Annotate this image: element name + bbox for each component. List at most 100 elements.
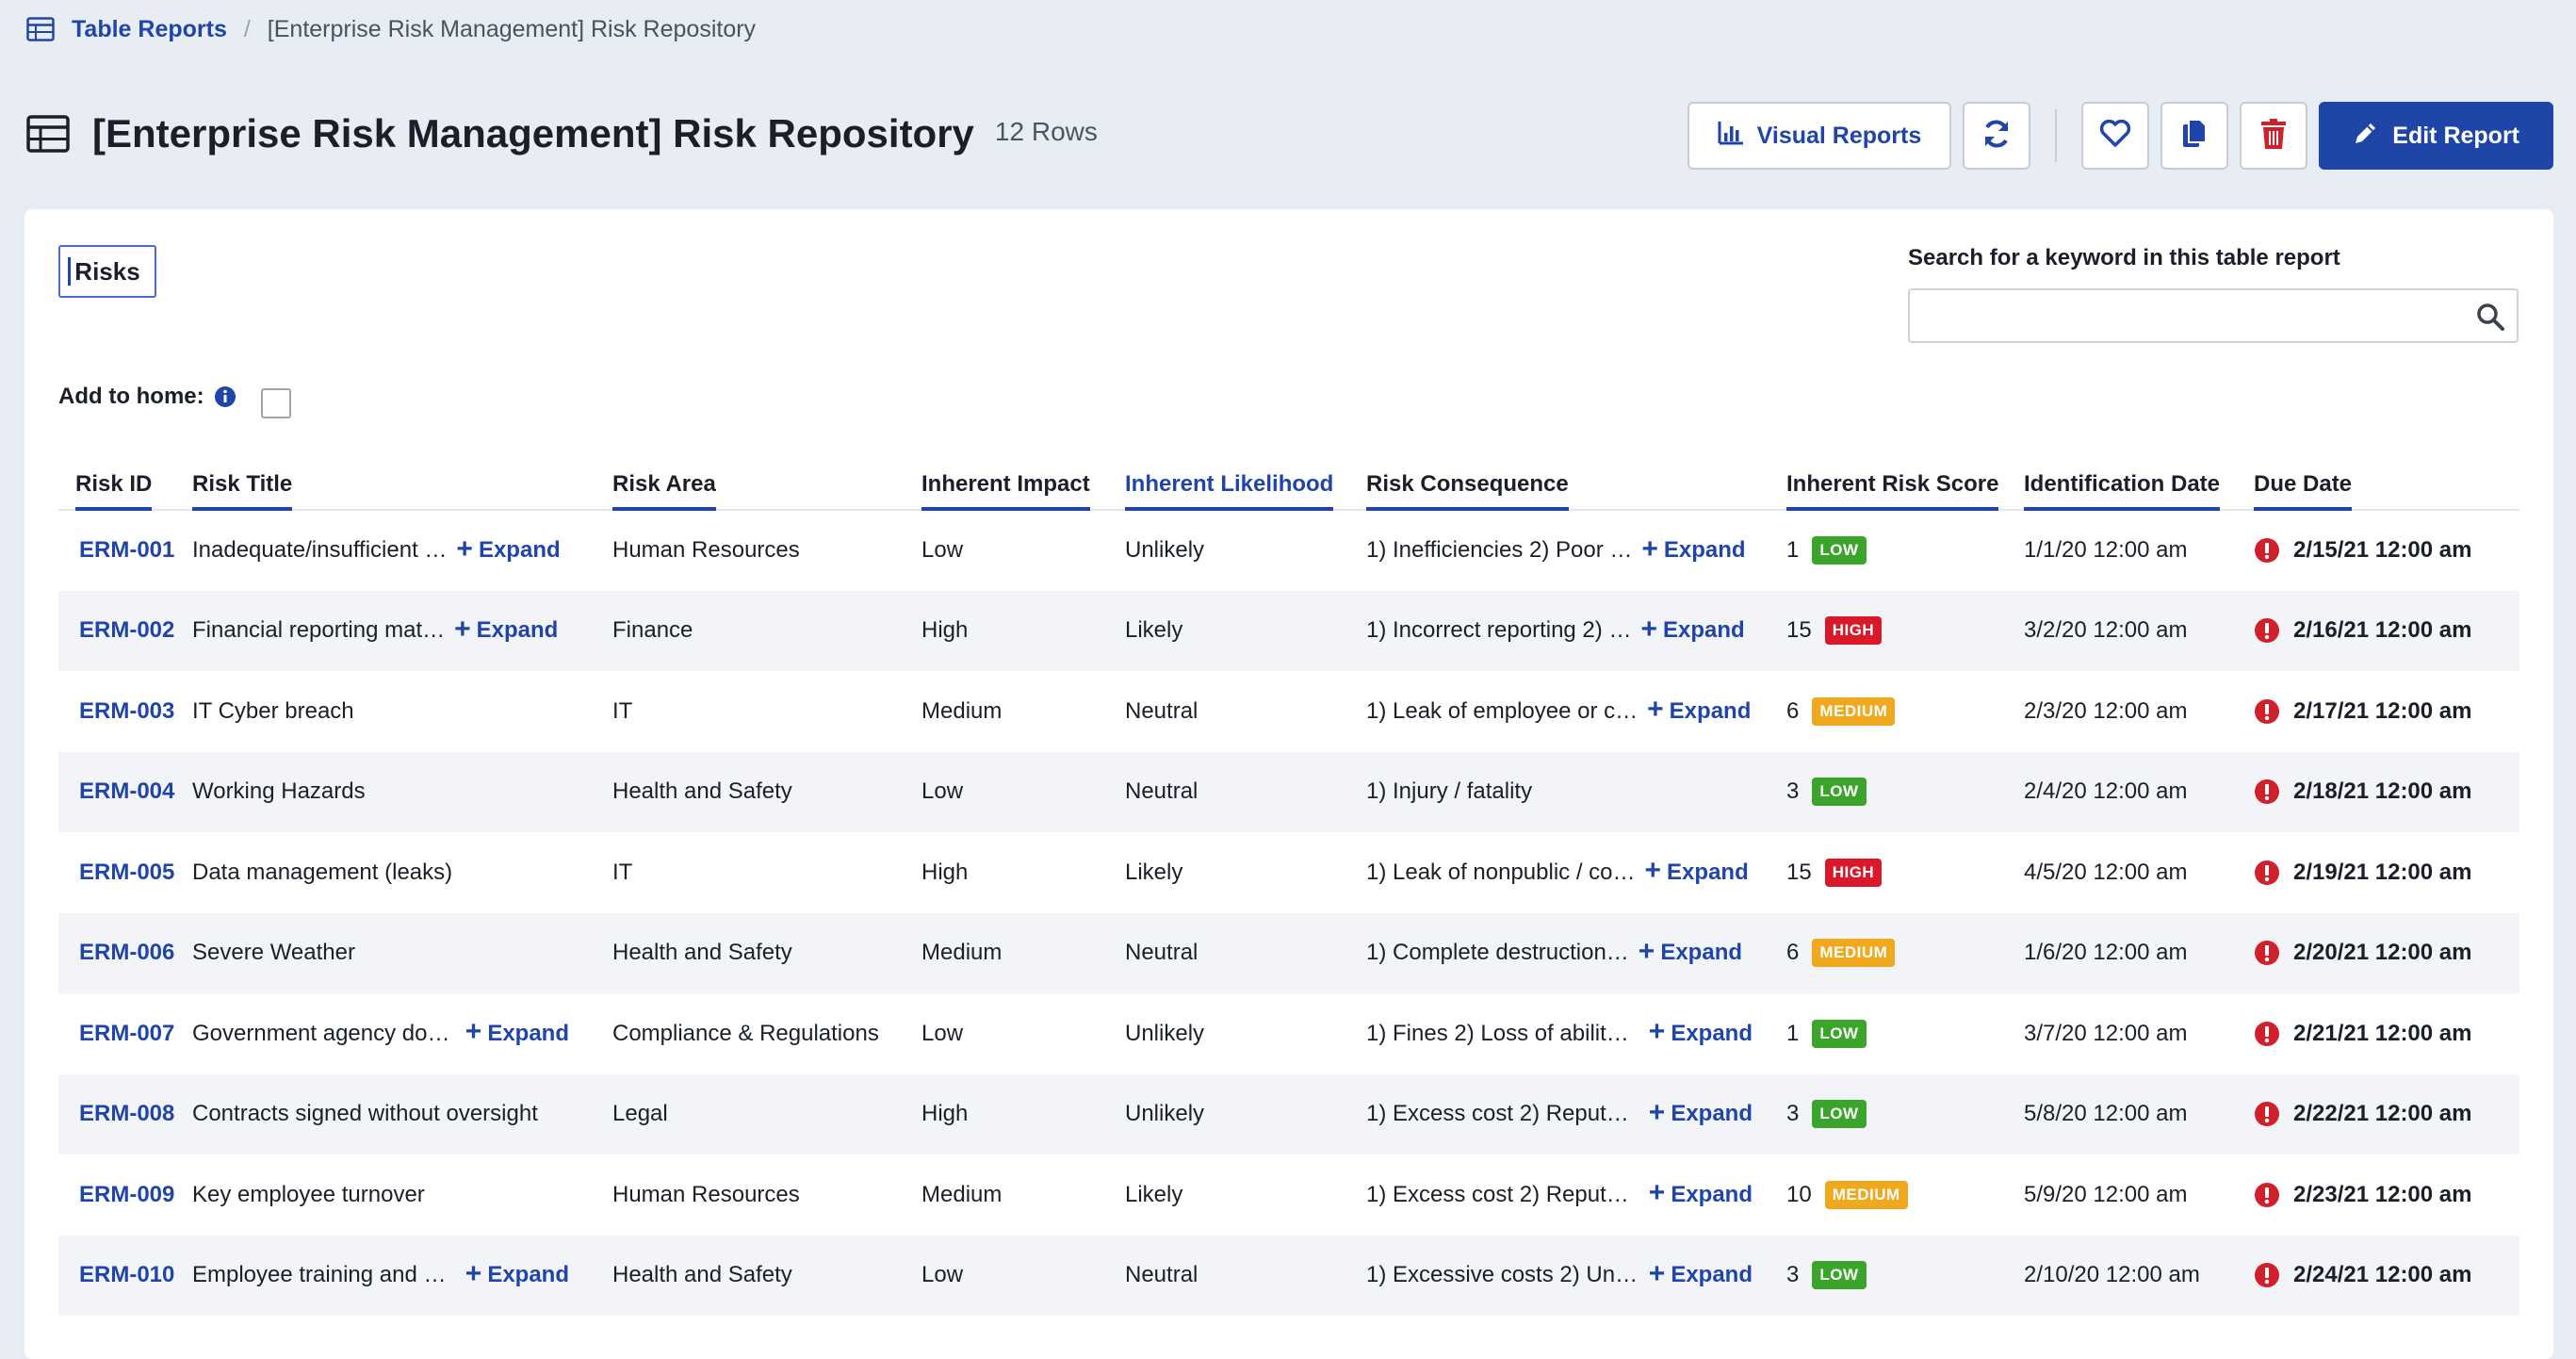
inherent-likelihood: Likely [1125,859,1183,885]
plus-icon: + [1648,1177,1666,1209]
risk-area: IT [612,859,633,885]
expand-label: Expand [1662,617,1745,644]
add-to-home-checkbox[interactable] [260,388,291,418]
risk-id-link[interactable]: ERM-006 [79,940,175,966]
overdue-alert-icon [2254,537,2280,564]
info-icon[interactable] [214,385,236,408]
column-header-inherent-impact[interactable]: Inherent Impact [921,432,1125,511]
column-header-risk-consequence[interactable]: Risk Consequence [1366,432,1786,511]
risk-score-value: 6 [1786,697,1800,724]
column-header-inherent-likelihood[interactable]: Inherent Likelihood [1125,432,1366,511]
favorite-button[interactable] [2081,102,2150,170]
due-date: 2/21/21 12:00 am [2293,1020,2472,1046]
table-row[interactable]: ERM-008 Contracts signed without oversigh… [58,1073,2519,1155]
expand-button[interactable]: + Expand [1648,1257,1753,1289]
risk-title-cell: Key employee turnover [192,1154,612,1236]
table-row[interactable]: ERM-002 Financial reporting mat… + Expand Fi… [58,590,2519,671]
inherent-risk-score-cell: 6 MEDIUM [1786,671,2024,752]
expand-button[interactable]: + Expand [1649,1018,1753,1047]
tab-risks[interactable]: Risks [58,245,156,298]
risk-id-link[interactable]: ERM-007 [79,1020,175,1046]
table-row[interactable]: ERM-009 Key employee turnover Human Resour… [58,1154,2519,1236]
table-row[interactable]: ERM-001 Inadequate/insufficient … + Expand H… [58,510,2519,591]
breadcrumb-table-reports-link[interactable]: Table Reports [72,15,227,42]
table-row[interactable]: ERM-006 Severe Weather Health and Safety Me… [58,912,2519,994]
expand-button[interactable]: + Expand [454,614,559,644]
identification-date: 4/5/20 12:00 am [2024,859,2188,885]
due-date-cell: 2/17/21 12:00 am [2254,671,2519,752]
expand-button[interactable]: + Expand [1640,614,1745,644]
search-input[interactable] [1921,290,2471,341]
expand-button[interactable]: + Expand [1645,857,1749,886]
inherent-risk-score-cell: 1 LOW [1786,993,2024,1074]
risk-level-badge: HIGH [1824,616,1883,646]
expand-label: Expand [487,1020,569,1046]
table-row[interactable]: ERM-005 Data management (leaks) IT High Like… [58,832,2519,913]
risk-consequence: 1) Inefficiencies 2) Poor … [1366,537,1633,564]
risk-consequence: 1) Excess cost 2) Reputat… [1366,1181,1639,1207]
risk-id-link[interactable]: ERM-003 [79,697,175,724]
table-row[interactable]: ERM-003 IT Cyber breach IT Medium Neutral 1) … [58,671,2519,752]
expand-button[interactable]: + Expand [1639,937,1742,966]
expand-button[interactable]: + Expand [465,1018,569,1047]
plus-icon: + [465,1257,482,1289]
risk-id-link[interactable]: ERM-009 [79,1181,175,1207]
risk-table: Risk ID Risk Title Risk Area Inherent Im… [58,432,2519,1316]
table-row[interactable]: ERM-007 Government agency doc… + Expand Comp… [58,993,2519,1074]
column-header-due-date[interactable]: Due Date [2254,432,2519,511]
column-header-risk-area[interactable]: Risk Area [612,432,921,511]
risk-consequence: 1) Incorrect reporting 2) … [1366,617,1632,644]
risk-consequence-cell: 1) Excess cost 2) Reputat… + Expand [1366,1074,1786,1155]
expand-label: Expand [1667,859,1749,885]
copy-button[interactable] [2160,102,2229,170]
risk-area: Human Resources [612,1181,800,1207]
edit-report-button[interactable]: Edit Report [2319,102,2553,170]
column-header-risk-id[interactable]: Risk ID [58,432,192,511]
column-header-identification-date[interactable]: Identification Date [2024,432,2254,511]
refresh-button[interactable] [1963,102,2031,170]
risk-score-value: 15 [1786,617,1812,644]
identification-date: 1/1/20 12:00 am [2024,537,2188,564]
risk-id-link[interactable]: ERM-002 [79,617,175,644]
inherent-risk-score-cell: 3 LOW [1786,752,2024,833]
page-title: [Enterprise Risk Management] Risk Reposi… [92,111,974,156]
delete-button[interactable] [2240,102,2308,170]
column-header-inherent-risk-score[interactable]: Inherent Risk Score [1786,432,2024,511]
risk-id-link[interactable]: ERM-010 [79,1262,175,1288]
table-row[interactable]: ERM-004 Working Hazards Health and Safety L… [58,751,2519,833]
expand-button[interactable]: + Expand [465,1257,569,1289]
search-icon[interactable] [2475,302,2505,332]
risk-score-value: 3 [1786,1262,1800,1288]
risk-title: Severe Weather [192,940,355,966]
risk-level-badge: HIGH [1824,858,1883,887]
expand-button[interactable]: + Expand [1648,1177,1753,1209]
risk-id-link[interactable]: ERM-005 [79,859,175,885]
inherent-risk-score-cell: 3 LOW [1786,1074,2024,1155]
table-row[interactable]: ERM-010 Employee training and n… + Expand He… [58,1235,2519,1317]
identification-date: 5/9/20 12:00 am [2024,1181,2188,1207]
risk-id-link[interactable]: ERM-001 [79,537,175,564]
risk-level-badge: LOW [1812,536,1867,565]
risk-consequence: 1) Complete destruction… [1366,940,1629,966]
plus-icon: + [1648,1257,1666,1289]
identification-date: 3/7/20 12:00 am [2024,1020,2188,1046]
visual-reports-button[interactable]: Visual Reports [1687,102,1952,170]
expand-button[interactable]: + Expand [456,534,560,564]
inherent-risk-score-cell: 1 LOW [1786,510,2024,591]
identification-date: 5/8/20 12:00 am [2024,1101,2188,1127]
risk-id-link[interactable]: ERM-008 [79,1101,175,1127]
risk-id-link[interactable]: ERM-004 [79,778,175,805]
expand-button[interactable]: + Expand [1649,1098,1753,1127]
expand-button[interactable]: + Expand [1647,696,1751,725]
expand-button[interactable]: + Expand [1641,534,1745,564]
visual-reports-label: Visual Reports [1756,122,1922,149]
risk-area: Health and Safety [612,778,792,805]
risk-consequence-cell: 1) Excessive costs 2) Uns… + Expand [1366,1236,1786,1317]
table-header-row: Risk ID Risk Title Risk Area Inherent Im… [58,432,2519,511]
expand-label: Expand [476,617,559,644]
risk-title-cell: Severe Weather [192,913,612,994]
column-header-risk-title[interactable]: Risk Title [192,432,612,511]
risk-consequence-cell: 1) Leak of nonpublic / co… + Expand [1366,832,1786,913]
due-date-cell: 2/20/21 12:00 am [2254,913,2519,994]
inherent-likelihood: Likely [1125,1181,1183,1207]
